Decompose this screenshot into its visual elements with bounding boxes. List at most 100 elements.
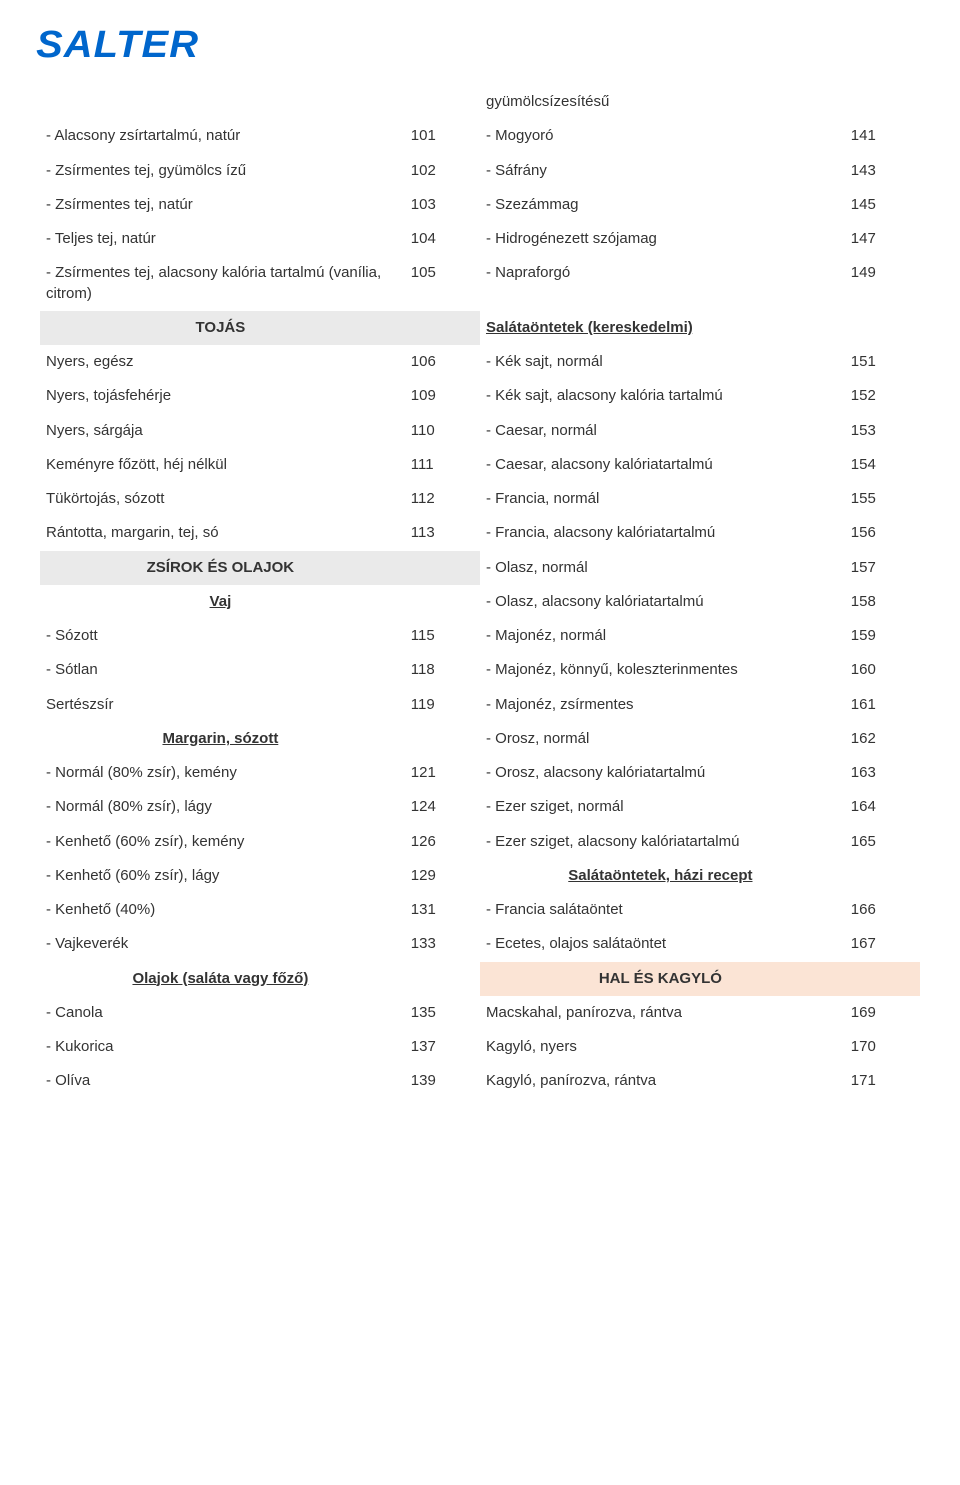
right-item: - Orosz, normál xyxy=(480,722,841,756)
left-item: - Kenhető (60% zsír), kemény xyxy=(40,825,401,859)
table-row: - Kenhető (40%)131- Francia salátaöntet1… xyxy=(40,893,920,927)
table-row: - Normál (80% zsír), kemény121- Orosz, a… xyxy=(40,756,920,790)
left-code: 101 xyxy=(401,119,480,153)
left-code: 133 xyxy=(401,927,480,961)
left-item: - Alacsony zsírtartalmú, natúr xyxy=(40,119,401,153)
left-code: 103 xyxy=(401,188,480,222)
left-code: 113 xyxy=(401,516,480,550)
right-code: 154 xyxy=(841,448,920,482)
right-item: Salátaöntetek, házi recept xyxy=(480,859,841,893)
right-item: Macskahal, panírozva, rántva xyxy=(480,996,841,1030)
left-item: Olajok (saláta vagy főző) xyxy=(40,962,401,996)
table-row: - Zsírmentes tej, gyümölcs ízű102- Sáfrá… xyxy=(40,154,920,188)
right-code: 157 xyxy=(841,551,920,585)
table-row: Margarin, sózott- Orosz, normál162 xyxy=(40,722,920,756)
table-row: Nyers, egész106- Kék sajt, normál151 xyxy=(40,345,920,379)
left-code: 110 xyxy=(401,414,480,448)
left-item: Nyers, tojásfehérje xyxy=(40,379,401,413)
right-item: - Napraforgó xyxy=(480,256,841,311)
left-item: - Kenhető (40%) xyxy=(40,893,401,927)
right-code: 149 xyxy=(841,256,920,311)
right-code: 164 xyxy=(841,790,920,824)
left-item: - Zsírmentes tej, alacsony kalória tarta… xyxy=(40,256,401,311)
table-row: - Vajkeverék133- Ecetes, olajos salátaön… xyxy=(40,927,920,961)
right-item: - Hidrogénezett szójamag xyxy=(480,222,841,256)
table-row: Olajok (saláta vagy főző) HAL ÉS KAGYLÓ xyxy=(40,962,920,996)
right-item: - Ezer sziget, alacsony kalóriatartalmú xyxy=(480,825,841,859)
left-code: 126 xyxy=(401,825,480,859)
left-item: - Teljes tej, natúr xyxy=(40,222,401,256)
right-code: 141 xyxy=(841,119,920,153)
right-item: - Olasz, alacsony kalóriatartalmú xyxy=(480,585,841,619)
table-row: - Olíva139Kagyló, panírozva, rántva171 xyxy=(40,1064,920,1098)
right-item: - Majonéz, zsírmentes xyxy=(480,688,841,722)
table-row: gyümölcsízesítésű xyxy=(40,85,920,119)
right-item: Salátaöntetek (kereskedelmi) xyxy=(480,311,841,345)
table-row: Nyers, tojásfehérje109- Kék sajt, alacso… xyxy=(40,379,920,413)
left-item: - Sózott xyxy=(40,619,401,653)
left-item: - Canola xyxy=(40,996,401,1030)
left-item: - Zsírmentes tej, natúr xyxy=(40,188,401,222)
right-code xyxy=(841,311,920,345)
left-code xyxy=(401,585,480,619)
table-row: - Normál (80% zsír), lágy124- Ezer szige… xyxy=(40,790,920,824)
right-item: Kagyló, panírozva, rántva xyxy=(480,1064,841,1098)
left-item: - Sótlan xyxy=(40,653,401,687)
left-item: Nyers, egész xyxy=(40,345,401,379)
left-code: 129 xyxy=(401,859,480,893)
right-item: - Kék sajt, normál xyxy=(480,345,841,379)
left-code: 137 xyxy=(401,1030,480,1064)
left-code: 105 xyxy=(401,256,480,311)
left-code: 118 xyxy=(401,653,480,687)
right-code: 156 xyxy=(841,516,920,550)
right-item: - Caesar, alacsony kalóriatartalmú xyxy=(480,448,841,482)
left-code: 135 xyxy=(401,996,480,1030)
right-code: 161 xyxy=(841,688,920,722)
left-item: - Zsírmentes tej, gyümölcs ízű xyxy=(40,154,401,188)
table-row: Vaj - Olasz, alacsony kalóriatartalmú158 xyxy=(40,585,920,619)
right-code: 166 xyxy=(841,893,920,927)
left-code xyxy=(401,551,480,585)
table-row: - Sótlan118- Majonéz, könnyű, koleszteri… xyxy=(40,653,920,687)
table-row: Keményre főzött, héj nélkül111- Caesar, … xyxy=(40,448,920,482)
table-row: - Sózott115- Majonéz, normál159 xyxy=(40,619,920,653)
left-item: Sertészsír xyxy=(40,688,401,722)
left-code: 106 xyxy=(401,345,480,379)
left-code: 102 xyxy=(401,154,480,188)
left-code: 124 xyxy=(401,790,480,824)
table-row: Tükörtojás, sózott112- Francia, normál15… xyxy=(40,482,920,516)
left-code xyxy=(401,962,480,996)
right-code: 151 xyxy=(841,345,920,379)
left-code xyxy=(401,722,480,756)
right-code: 165 xyxy=(841,825,920,859)
right-item: - Francia salátaöntet xyxy=(480,893,841,927)
right-code: 147 xyxy=(841,222,920,256)
left-item: - Normál (80% zsír), lágy xyxy=(40,790,401,824)
table-row: Nyers, sárgája110- Caesar, normál153 xyxy=(40,414,920,448)
left-item: - Kukorica xyxy=(40,1030,401,1064)
table-row: - Kukorica137Kagyló, nyers170 xyxy=(40,1030,920,1064)
right-item: - Francia, alacsony kalóriatartalmú xyxy=(480,516,841,550)
left-item: Vaj xyxy=(40,585,401,619)
left-code: 109 xyxy=(401,379,480,413)
left-code: 121 xyxy=(401,756,480,790)
left-item: ZSÍROK ÉS OLAJOK xyxy=(40,551,401,585)
right-code: 158 xyxy=(841,585,920,619)
right-item: - Caesar, normál xyxy=(480,414,841,448)
left-item: - Kenhető (60% zsír), lágy xyxy=(40,859,401,893)
right-code: 159 xyxy=(841,619,920,653)
left-item: Margarin, sózott xyxy=(40,722,401,756)
right-code: 163 xyxy=(841,756,920,790)
right-item: HAL ÉS KAGYLÓ xyxy=(480,962,841,996)
left-item: Tükörtojás, sózott xyxy=(40,482,401,516)
left-code xyxy=(401,311,480,345)
table-row: TOJÁSSalátaöntetek (kereskedelmi) xyxy=(40,311,920,345)
right-code: 167 xyxy=(841,927,920,961)
right-item: - Olasz, normál xyxy=(480,551,841,585)
table-row: - Canola135Macskahal, panírozva, rántva1… xyxy=(40,996,920,1030)
left-item: Nyers, sárgája xyxy=(40,414,401,448)
table-row: Rántotta, margarin, tej, só113- Francia,… xyxy=(40,516,920,550)
right-item: - Ezer sziget, normál xyxy=(480,790,841,824)
table-row: - Zsírmentes tej, alacsony kalória tarta… xyxy=(40,256,920,311)
left-code: 139 xyxy=(401,1064,480,1098)
